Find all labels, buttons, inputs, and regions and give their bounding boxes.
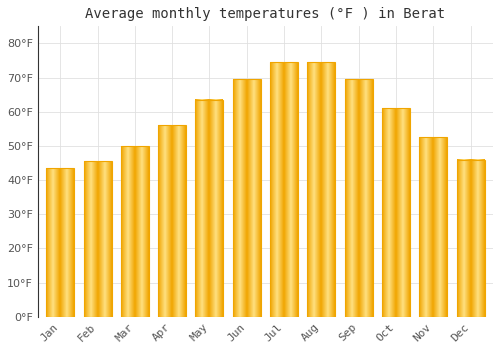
Bar (233, 79, 261, 317)
Bar (344, 79, 372, 317)
Bar (270, 62, 298, 317)
Title: Average monthly temperatures (°F ) in Berat: Average monthly temperatures (°F ) in Be… (86, 7, 446, 21)
Bar (308, 62, 336, 317)
Bar (46, 168, 74, 317)
Bar (84, 161, 112, 317)
Bar (456, 160, 484, 317)
Bar (420, 137, 448, 317)
Bar (121, 146, 149, 317)
Bar (158, 125, 186, 317)
Bar (196, 100, 224, 317)
Bar (382, 108, 410, 317)
